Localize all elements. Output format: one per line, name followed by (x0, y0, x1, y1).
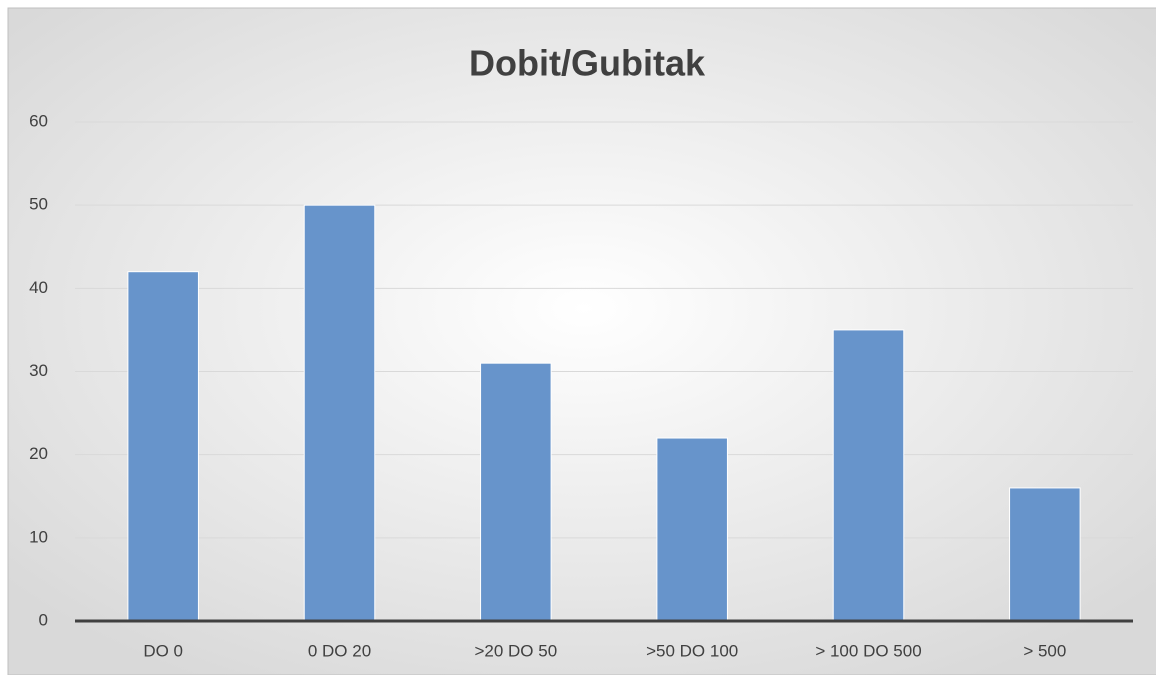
bar (832, 329, 905, 622)
y-tick-label: 40 (29, 278, 48, 297)
x-tick-label: >50 DO 100 (646, 641, 738, 660)
bar (127, 271, 199, 622)
x-tick-label: DO 0 (143, 641, 183, 660)
bar (1009, 487, 1081, 622)
chart-background (7, 7, 1156, 675)
x-tick-label: >20 DO 50 (474, 641, 557, 660)
y-tick-label: 20 (29, 444, 48, 463)
x-tick-label: > 100 DO 500 (815, 641, 921, 660)
y-tick-label: 0 (39, 610, 48, 629)
bar (303, 204, 376, 622)
chart-title: Dobit/Gubitak (469, 43, 706, 84)
y-tick-label: 10 (29, 527, 48, 546)
bar (656, 437, 728, 622)
y-tick-label: 30 (29, 361, 48, 380)
y-tick-label: 50 (29, 195, 48, 214)
x-tick-label: > 500 (1023, 641, 1066, 660)
x-tick-label: 0 DO 20 (308, 641, 371, 660)
y-tick-label: 60 (29, 111, 48, 130)
bar (480, 362, 552, 622)
